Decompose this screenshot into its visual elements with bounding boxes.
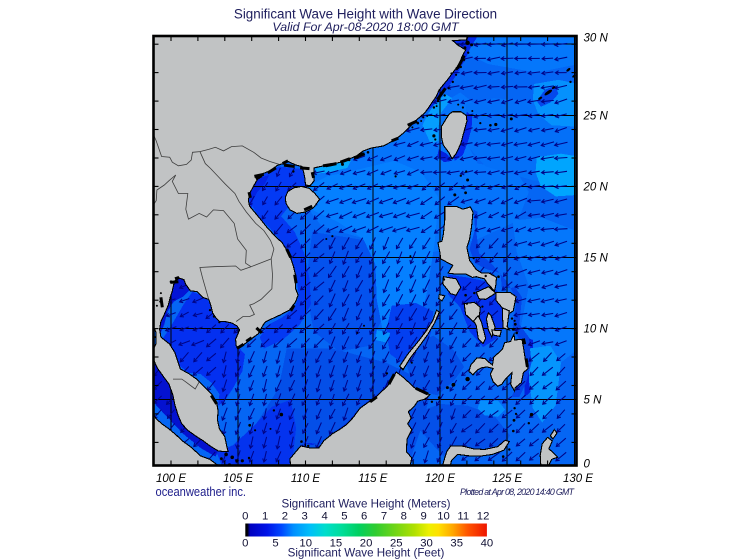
svg-text:Significant Wave Height (Feet): Significant Wave Height (Feet) [288,547,445,560]
svg-text:7: 7 [381,511,387,523]
svg-text:25 N: 25 N [583,110,609,122]
svg-text:100 E: 100 E [156,473,186,485]
svg-text:2: 2 [282,511,288,523]
svg-text:5 N: 5 N [584,395,603,407]
svg-text:0: 0 [584,459,591,471]
svg-text:15: 15 [330,538,343,550]
svg-text:130 E: 130 E [563,473,593,485]
svg-text:1: 1 [262,511,268,523]
svg-text:10: 10 [437,511,450,523]
svg-text:110 E: 110 E [291,473,321,485]
svg-text:Significant Wave Height with W: Significant Wave Height with Wave Direct… [234,7,497,22]
svg-text:Plotted at Apr 08, 2020 14:40: Plotted at Apr 08, 2020 14:40 GMT [460,487,575,497]
svg-text:11: 11 [457,511,469,523]
svg-text:10: 10 [299,538,312,550]
svg-text:6: 6 [361,511,367,523]
svg-text:5: 5 [341,511,347,523]
svg-text:Significant Wave Height (Meter: Significant Wave Height (Meters) [281,498,450,511]
svg-text:0: 0 [242,538,248,550]
svg-text:125 E: 125 E [492,473,522,485]
svg-text:15 N: 15 N [584,253,609,265]
svg-text:40: 40 [481,538,494,550]
svg-text:oceanweather inc.: oceanweather inc. [156,484,247,499]
svg-text:20: 20 [360,538,373,550]
svg-text:105 E: 105 E [223,473,253,485]
svg-text:35: 35 [450,538,463,550]
svg-text:0: 0 [242,511,248,523]
svg-text:9: 9 [420,511,426,523]
svg-text:30: 30 [420,538,433,550]
svg-text:120 E: 120 E [425,473,455,485]
svg-text:12: 12 [477,511,490,523]
svg-text:8: 8 [401,511,407,523]
svg-text:Valid For Apr-08-2020 18:00 GM: Valid For Apr-08-2020 18:00 GMT [272,20,460,34]
svg-text:20 N: 20 N [583,181,609,193]
svg-text:25: 25 [390,538,403,550]
svg-text:115 E: 115 E [358,473,388,485]
svg-text:30 N: 30 N [584,33,609,45]
svg-text:10 N: 10 N [584,324,609,336]
svg-text:4: 4 [321,511,327,523]
svg-text:5: 5 [272,538,278,550]
svg-text:3: 3 [302,511,308,523]
